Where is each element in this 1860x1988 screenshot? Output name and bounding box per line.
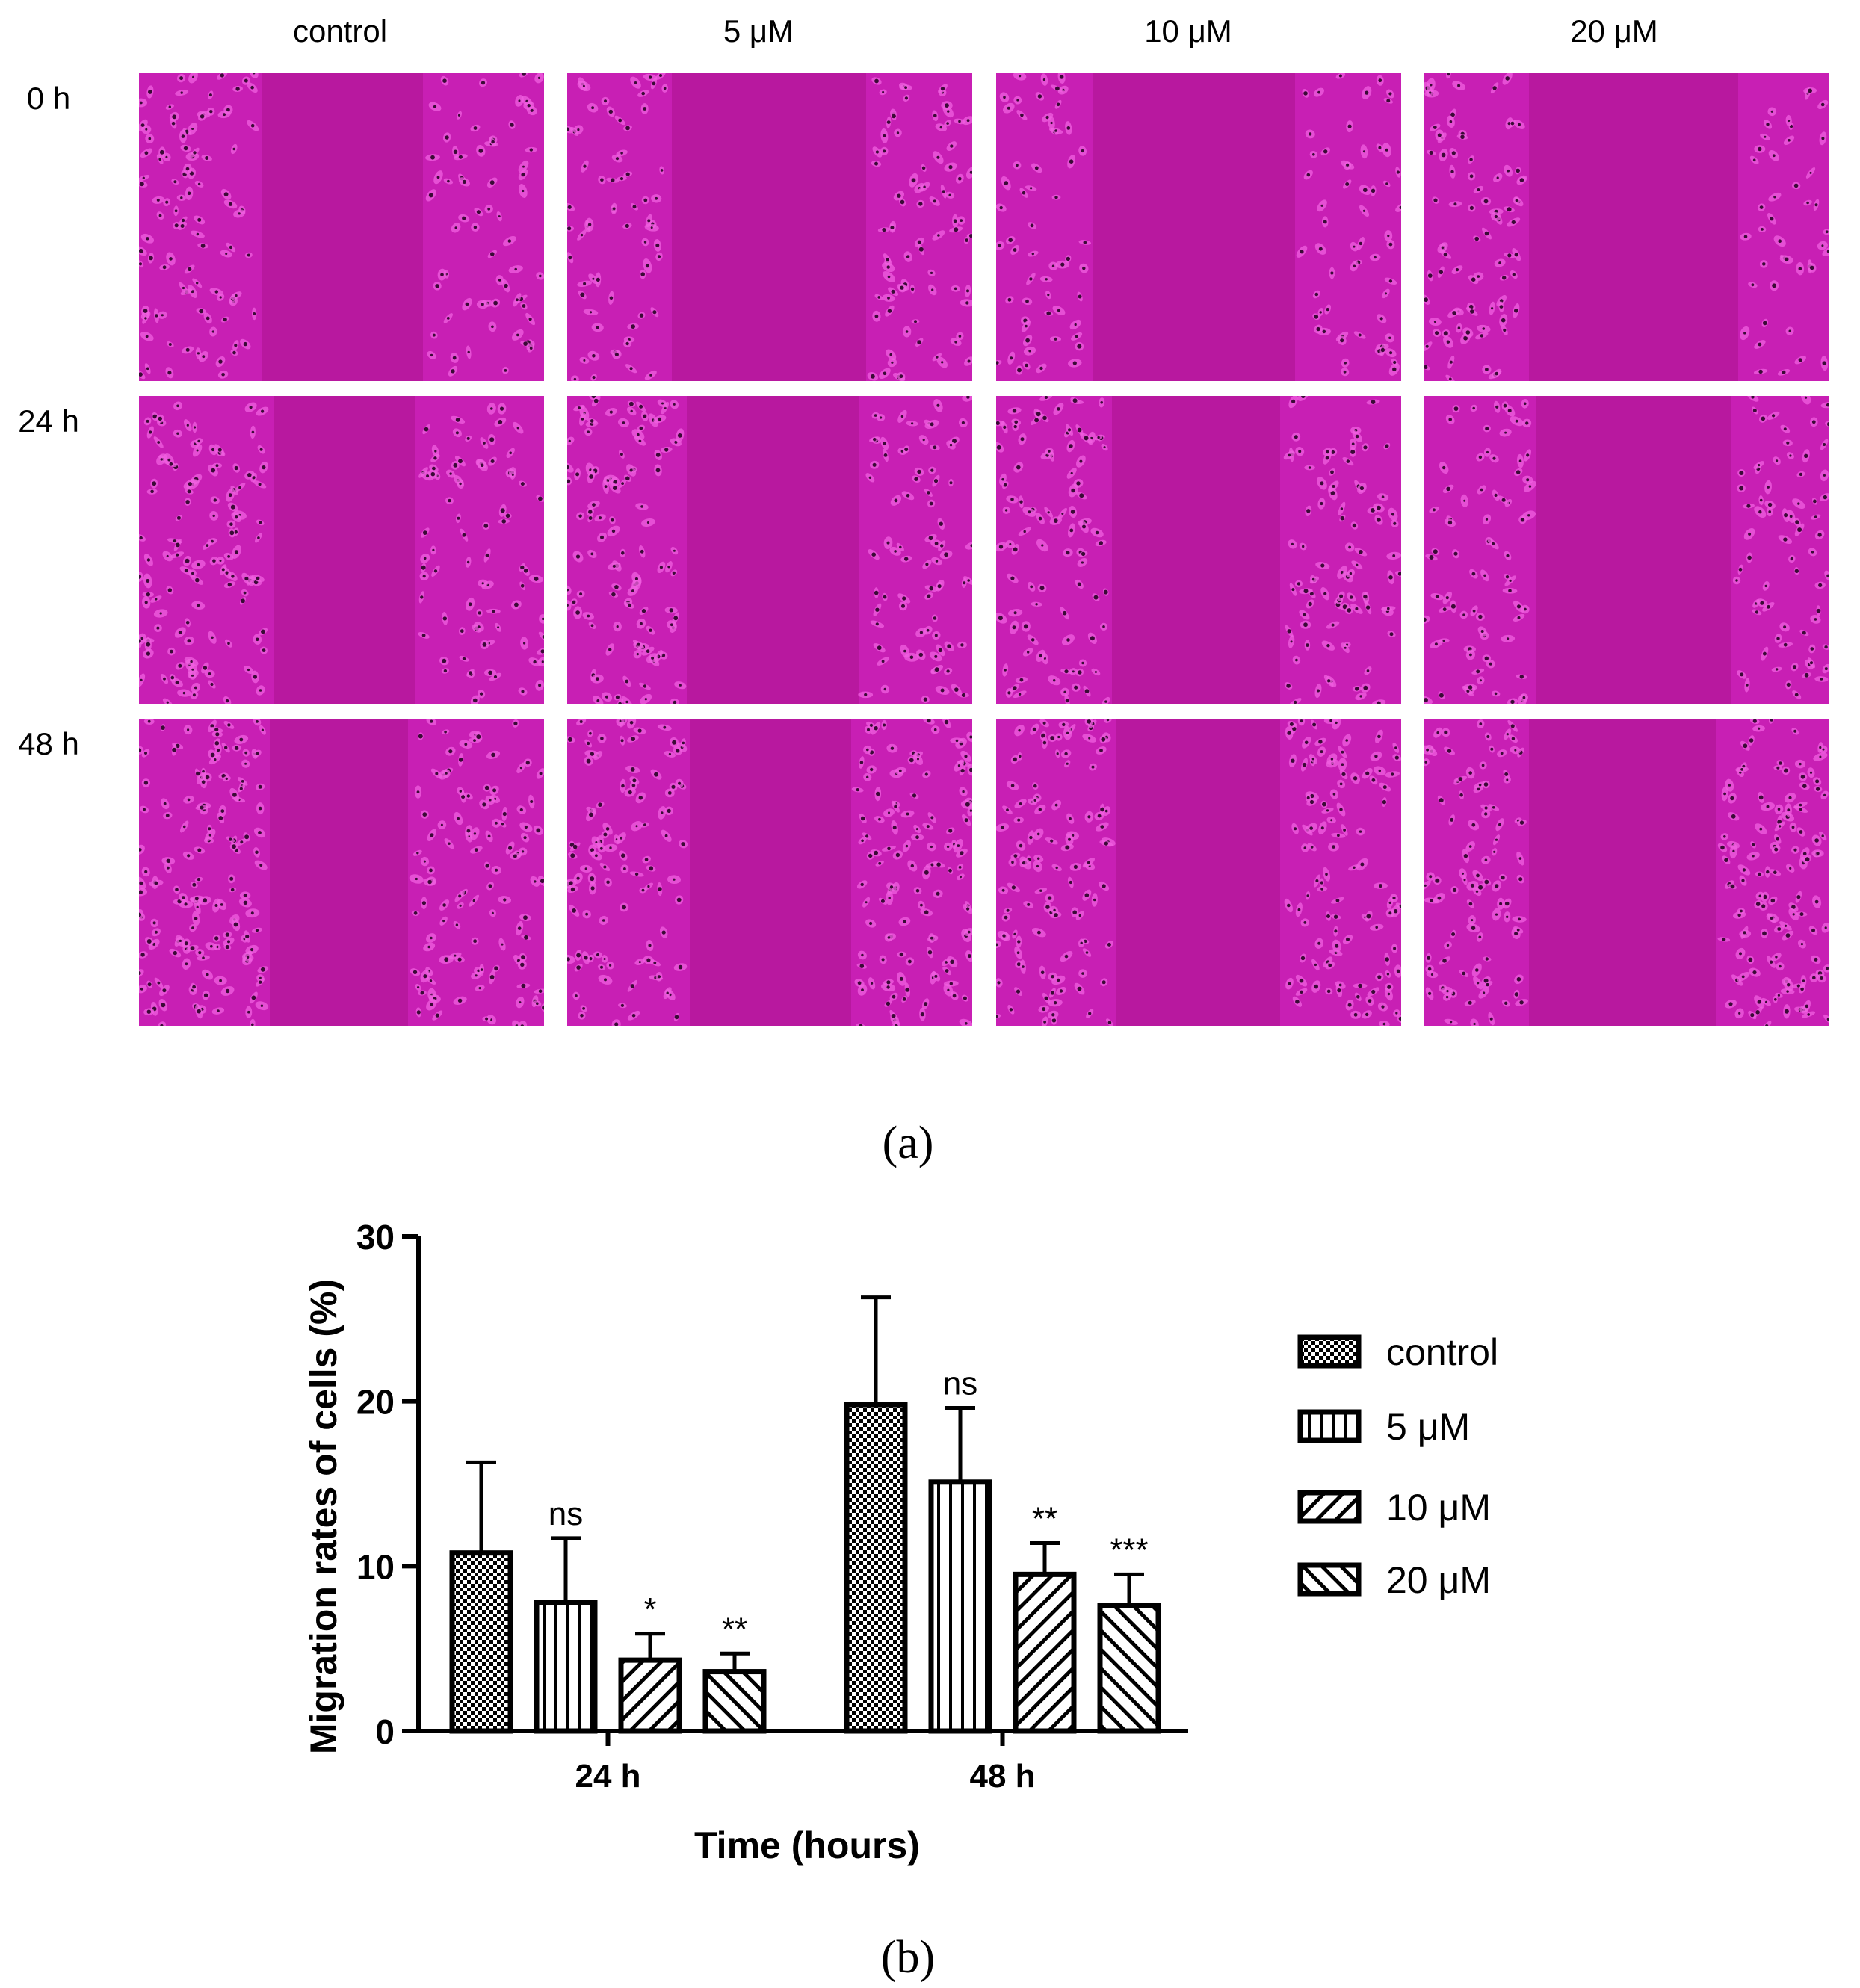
y-tick-label: 10: [356, 1547, 395, 1586]
legend-label: 10 μM: [1386, 1487, 1491, 1529]
significance-label: ns: [549, 1496, 583, 1532]
x-tick-label: 24 h: [575, 1758, 640, 1795]
column-label-control: control: [292, 13, 388, 49]
significance-label: ns: [943, 1365, 977, 1402]
micrograph-20uM-24h: [1424, 396, 1829, 704]
figure-b-label: (b): [880, 1932, 936, 1983]
row-label-24h: 24 h: [18, 403, 79, 439]
legend-swatch: [1297, 1334, 1362, 1369]
legend-label: 5 μM: [1386, 1406, 1470, 1448]
row-label-48h: 48 h: [18, 726, 79, 761]
bar: [928, 1479, 992, 1734]
column-label-10uM: 10 μM: [1144, 13, 1232, 49]
y-tick-label: 20: [356, 1383, 395, 1422]
micrograph-control-0h: [139, 73, 544, 381]
legend-swatch: [1297, 1409, 1362, 1443]
micrograph-control-24h: [139, 396, 544, 704]
x-tick-label: 48 h: [969, 1758, 1035, 1795]
micrograph-20uM-48h: [1424, 719, 1829, 1026]
bar: [702, 1669, 767, 1734]
chart-legend: control 5 μM 10 μM 20 μM: [1297, 1331, 1498, 1601]
y-tick-label: 0: [375, 1712, 395, 1751]
significance-label: ***: [1110, 1532, 1148, 1568]
micrograph-10uM-0h: [996, 73, 1401, 381]
bar: [1097, 1603, 1161, 1734]
significance-label: **: [722, 1611, 747, 1647]
micrograph-10uM-24h: [996, 396, 1401, 704]
bar: [844, 1402, 908, 1734]
micrograph-10uM-48h: [996, 719, 1401, 1026]
legend-swatch: [1297, 1562, 1362, 1597]
y-axis-label: Migration rates of cells (%): [303, 1279, 344, 1754]
column-label-5uM: 5 μM: [723, 13, 794, 49]
legend-label: control: [1386, 1331, 1498, 1373]
row-label-0h: 0 h: [26, 81, 71, 116]
micrograph-20uM-0h: [1424, 73, 1829, 381]
micrograph-5uM-48h: [567, 719, 972, 1026]
micrograph-5uM-0h: [567, 73, 972, 381]
bar: [1013, 1571, 1077, 1734]
micrograph-control-48h: [139, 719, 544, 1026]
chart-axes: 0 10 20 30 24 h 48 h: [356, 1218, 1188, 1795]
bar: [618, 1657, 682, 1734]
micrograph-5uM-24h: [567, 396, 972, 704]
y-tick-label: 30: [356, 1218, 395, 1257]
chart-bars: ns***ns*****: [449, 1295, 1161, 1734]
significance-label: *: [643, 1591, 656, 1628]
x-axis-label: Time (hours): [694, 1824, 920, 1866]
legend-label: 20 μM: [1386, 1559, 1491, 1601]
legend-swatch: [1297, 1490, 1362, 1524]
bar: [534, 1600, 598, 1734]
column-label-20uM: 20 μM: [1570, 13, 1658, 49]
bar: [449, 1550, 513, 1734]
significance-label: **: [1032, 1500, 1057, 1537]
figure-a-label: (a): [882, 1118, 934, 1168]
